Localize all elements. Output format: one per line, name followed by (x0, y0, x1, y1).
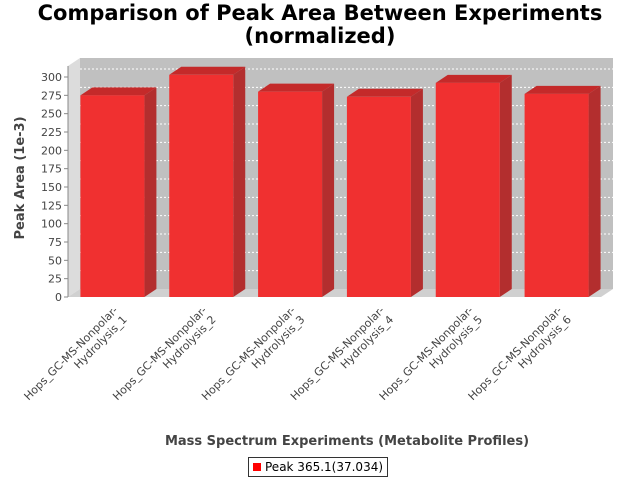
bar-top (524, 85, 601, 94)
bar-top (80, 87, 157, 96)
bar-side (410, 88, 423, 297)
bar-side (233, 66, 246, 297)
bar (258, 91, 323, 298)
x-axis-label: Mass Spectrum Experiments (Metabolite Pr… (165, 434, 529, 449)
y-tick-label: 100 (41, 218, 62, 231)
y-tick-label: 75 (48, 236, 62, 249)
y-tick-label: 150 (41, 181, 62, 194)
y-tick-label: 225 (41, 126, 62, 139)
y-tick-label: 125 (41, 199, 62, 212)
bar (435, 82, 500, 297)
x-tick-label-line: Hops_GC-MS-Nonpolar- (21, 304, 120, 403)
chart-title: Comparison of Peak Area Between Experime… (0, 2, 640, 48)
chart-title-line2: (normalized) (244, 24, 396, 48)
legend-swatch (253, 463, 261, 471)
bar-side (322, 83, 335, 298)
bar-top (346, 88, 423, 97)
y-tick-label: 175 (41, 163, 62, 176)
y-tick-label: 275 (41, 89, 62, 102)
y-tick-label: 200 (41, 144, 62, 157)
bar-top (169, 66, 246, 75)
bar-side (588, 85, 601, 297)
bar (80, 95, 145, 297)
legend-label: Peak 365.1(37.034) (265, 460, 384, 474)
bar (169, 74, 234, 297)
bar-top (435, 74, 512, 83)
bar-side (144, 87, 157, 297)
legend: Peak 365.1(37.034) (248, 457, 389, 477)
y-tick-label: 250 (41, 108, 62, 121)
y-axis-label: Peak Area (1e-3) (13, 116, 28, 239)
bar-side (499, 74, 512, 297)
y-tick-label: 0 (55, 291, 62, 304)
bar-top (258, 83, 335, 92)
plot-side-wall (68, 58, 80, 297)
y-tick-label: 300 (41, 71, 62, 84)
chart-title-line1: Comparison of Peak Area Between Experime… (37, 1, 603, 25)
bar (346, 96, 411, 297)
y-tick-label: 25 (48, 273, 62, 286)
y-tick-label: 50 (48, 254, 62, 267)
bar (524, 93, 589, 297)
